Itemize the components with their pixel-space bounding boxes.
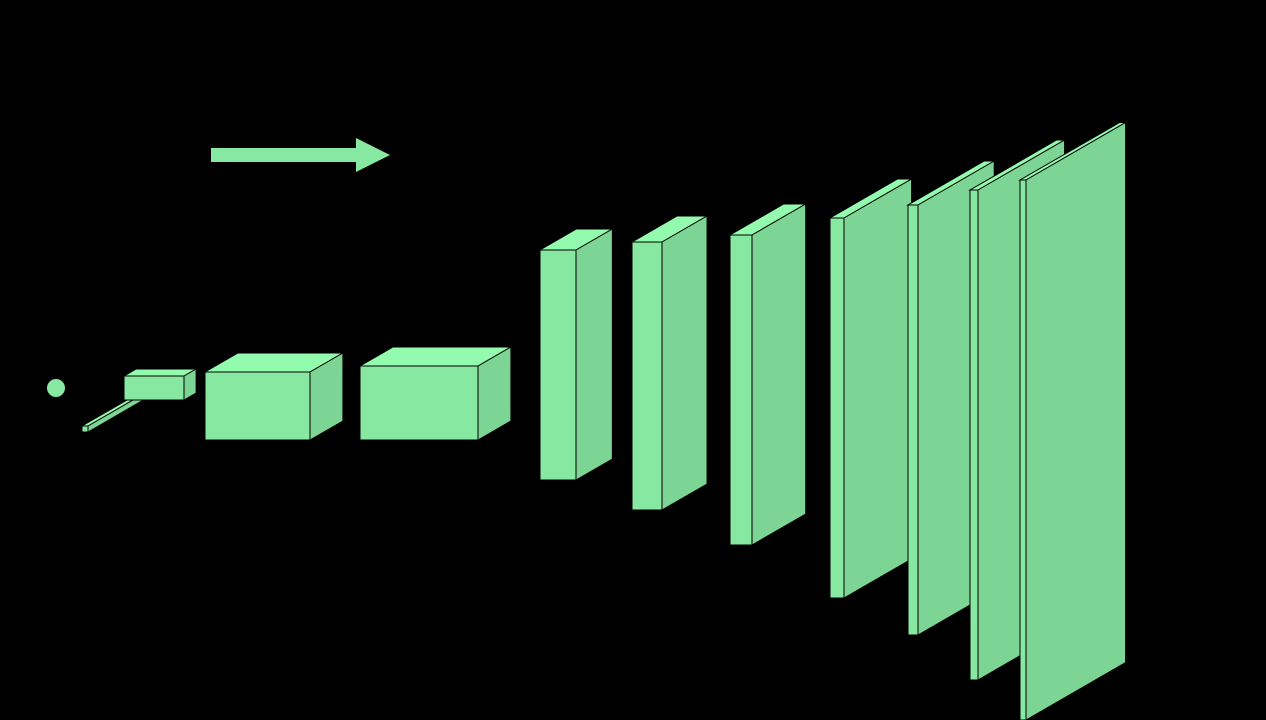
block-6 [730,204,806,545]
block-7 [830,179,912,598]
diagram-canvas [0,0,1266,720]
block-4 [540,229,612,480]
block-1 [124,369,196,400]
block-2 [205,353,343,440]
block-3 [360,347,511,440]
block-10 [1020,123,1126,720]
input-dot [47,379,65,397]
block-5 [632,216,707,510]
